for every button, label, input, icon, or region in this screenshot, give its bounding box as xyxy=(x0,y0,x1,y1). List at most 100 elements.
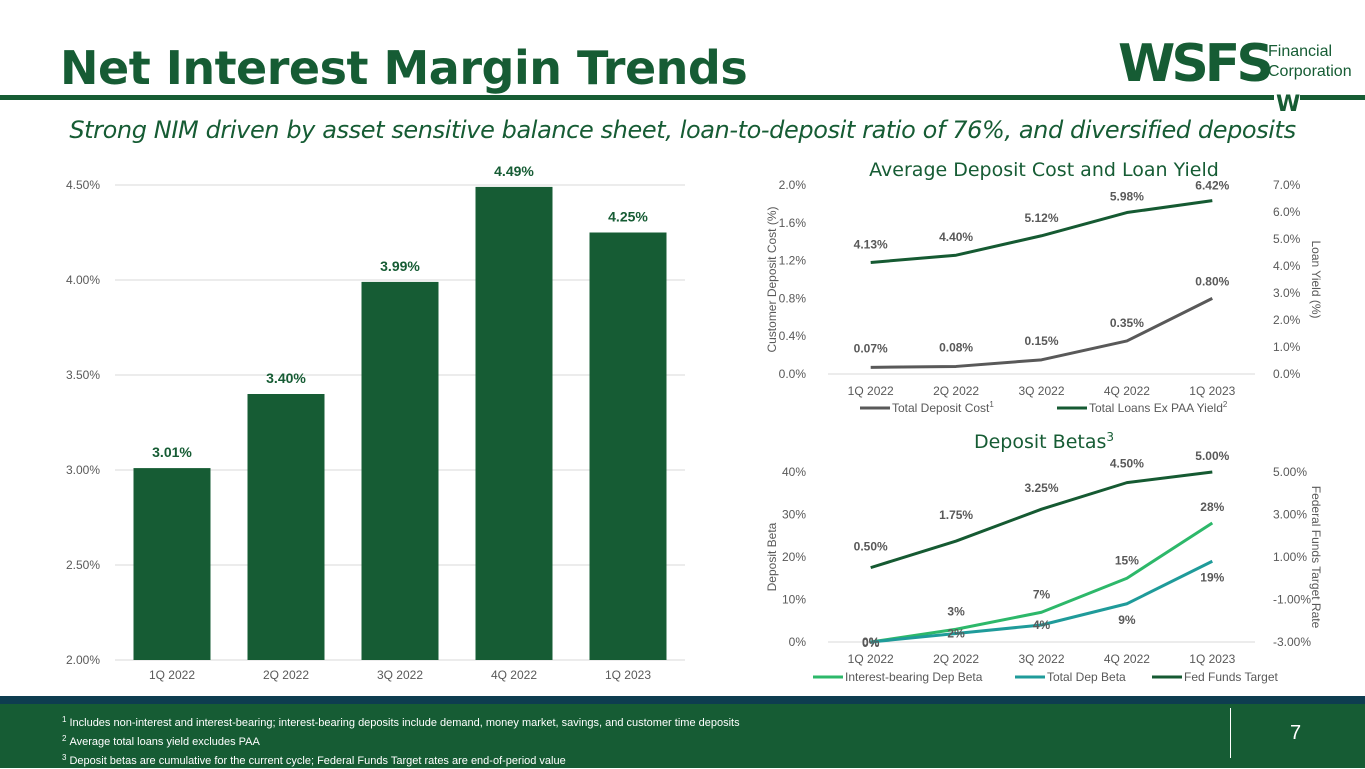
nim-x-tick: 1Q 2023 xyxy=(605,668,651,682)
cost-yield-series-1-line xyxy=(870,199,1213,264)
footnote-1: 1 Includes non-interest and interest-bear… xyxy=(62,715,740,729)
cost-yield-y2-tick: 0.0% xyxy=(1273,367,1301,381)
betas-series-1-line xyxy=(870,559,1213,644)
betas-x-tick: 4Q 2022 xyxy=(1104,652,1150,666)
nim-y-tick: 4.00% xyxy=(66,273,100,287)
cost-yield-x-tick: 1Q 2023 xyxy=(1189,384,1235,398)
betas-series-2-label: 3.25% xyxy=(1024,481,1058,495)
betas-title: Deposit Betas3 xyxy=(974,430,1114,453)
betas-x-tick: 1Q 2023 xyxy=(1189,652,1235,666)
cost-yield-y-tick: 2.0% xyxy=(779,178,807,192)
betas-series-1-label: 19% xyxy=(1200,570,1224,584)
nim-x-tick: 3Q 2022 xyxy=(377,668,423,682)
cost-yield-y-tick: 1.2% xyxy=(779,254,807,268)
betas-x-tick: 1Q 2022 xyxy=(848,652,894,666)
title-divider xyxy=(0,95,1365,100)
cost-yield-y2-axis-label: Loan Yield (%) xyxy=(1309,240,1323,318)
cost-yield-series-0-label: 0.35% xyxy=(1110,316,1144,330)
cost-yield-series-0-label: 0.07% xyxy=(854,341,888,355)
cost-yield-series-1-label: 6.42% xyxy=(1195,179,1229,193)
cost-yield-series-1-label: 5.98% xyxy=(1110,190,1144,204)
cost-yield-y2-tick: 1.0% xyxy=(1273,340,1301,354)
cost-yield-series-0-label: 0.80% xyxy=(1195,274,1229,288)
footer xyxy=(0,696,1365,768)
betas-series-2-label: 0.50% xyxy=(854,540,888,554)
betas-y2-tick: 3.00% xyxy=(1273,508,1307,522)
cost-yield-y-tick: 0.4% xyxy=(779,329,807,343)
page-title: Net Interest Margin Trends xyxy=(60,41,748,95)
nim-bar xyxy=(475,186,553,660)
betas-series-1-label: 0% xyxy=(862,635,880,649)
betas-series-2-line xyxy=(870,470,1213,570)
logo-wordmark: WSFS xyxy=(1118,34,1274,94)
nim-data-label: 4.49% xyxy=(494,163,534,179)
betas-series-0-label: 15% xyxy=(1115,553,1139,567)
betas-y2-tick: -1.00% xyxy=(1273,593,1311,607)
betas-x-tick: 2Q 2022 xyxy=(933,652,979,666)
footnote-3: 3 Deposit betas are cumulative for the cu… xyxy=(62,753,566,767)
cost-yield-title: Average Deposit Cost and Loan Yield xyxy=(869,159,1219,181)
nim-data-label: 4.25% xyxy=(608,209,648,225)
cost-yield-x-tick: 4Q 2022 xyxy=(1104,384,1150,398)
cost-yield-series-1-label: 4.13% xyxy=(854,237,888,251)
nim-data-label: 3.99% xyxy=(380,258,420,274)
cost-yield-y2-tick: 6.0% xyxy=(1273,205,1301,219)
betas-y-tick: 0% xyxy=(789,635,807,649)
nim-bar xyxy=(247,394,325,660)
charts-canvas: 2.00% 2.50% 3.00% 3.50% 4.00% 4.50% 3.01% 1Q 20… xyxy=(66,159,1323,684)
nim-y-tick: 3.50% xyxy=(66,368,100,382)
betas-y-axis-label: Deposit Beta xyxy=(765,522,779,591)
betas-y2-tick: 5.00% xyxy=(1273,465,1307,479)
cost-yield-x-tick: 3Q 2022 xyxy=(1018,384,1064,398)
betas-series-2-label: 4.50% xyxy=(1110,457,1144,471)
cost-yield-y-tick: 0.8% xyxy=(779,291,807,305)
cost-yield-legend-label: Total Loans Ex PAA Yield2 xyxy=(1089,400,1228,415)
betas-y-tick: 10% xyxy=(782,593,806,607)
cost-yield-series-1-label: 4.40% xyxy=(939,230,973,244)
company-logo: WSFS Financial Corporation W xyxy=(1118,34,1352,118)
betas-y2-tick: 1.00% xyxy=(1273,550,1307,564)
betas-series-0-label: 28% xyxy=(1200,500,1224,514)
cost-yield-x-tick: 2Q 2022 xyxy=(933,384,979,398)
betas-series-1-label: 9% xyxy=(1118,613,1136,627)
logo-w-mark: W xyxy=(1274,92,1300,117)
betas-y2-tick: -3.00% xyxy=(1273,635,1311,649)
cost-yield-legend-label: Total Deposit Cost1 xyxy=(892,400,994,415)
betas-series-2-label: 5.00% xyxy=(1195,449,1229,463)
betas-y-tick: 20% xyxy=(782,550,806,564)
nim-y-tick: 2.50% xyxy=(66,558,100,572)
cost-yield-y-axis-label: Customer Deposit Cost (%) xyxy=(765,206,779,352)
nim-y-tick: 2.00% xyxy=(66,653,100,667)
betas-legend-label: Fed Funds Target xyxy=(1184,670,1278,684)
cost-yield-y2-tick: 2.0% xyxy=(1273,313,1301,327)
betas-series-2-label: 1.75% xyxy=(939,508,973,522)
logo-line-2: Corporation xyxy=(1268,63,1352,80)
cost-yield-y2-tick: 4.0% xyxy=(1273,259,1301,273)
nim-x-tick: 2Q 2022 xyxy=(263,668,309,682)
nim-y-tick: 4.50% xyxy=(66,178,100,192)
cost-yield-y2-tick: 5.0% xyxy=(1273,232,1301,246)
nim-bar xyxy=(361,281,439,660)
footnote-2: 2 Average total loans yield excludes PAA xyxy=(62,734,260,748)
footer-band xyxy=(0,696,1365,704)
cost-yield-y2-tick: 7.0% xyxy=(1273,178,1301,192)
betas-series-0-line xyxy=(870,521,1214,644)
betas-y2-axis-label: Federal Funds Target Rate xyxy=(1309,486,1323,629)
nim-y-tick: 3.00% xyxy=(66,463,100,477)
page-number-divider xyxy=(1230,708,1231,758)
cost-yield-series-0-label: 0.08% xyxy=(939,340,973,354)
cost-yield-y-tick: 0.0% xyxy=(779,367,807,381)
betas-y-tick: 30% xyxy=(782,508,806,522)
betas-series-0-label: 7% xyxy=(1033,587,1051,601)
logo-subtext: Financial Corporation xyxy=(1268,42,1352,82)
nim-bar xyxy=(133,468,211,660)
betas-x-tick: 3Q 2022 xyxy=(1018,652,1064,666)
betas-series-0-label: 3% xyxy=(947,604,965,618)
nim-x-tick: 1Q 2022 xyxy=(149,668,195,682)
betas-series-1-label: 4% xyxy=(1033,618,1051,632)
betas-legend-label: Interest-bearing Dep Beta xyxy=(845,670,983,684)
cost-yield-x-tick: 1Q 2022 xyxy=(848,384,894,398)
betas-legend-label: Total Dep Beta xyxy=(1047,670,1126,684)
nim-bar xyxy=(589,232,667,660)
footnotes: 1 Includes non-interest and interest-bear… xyxy=(62,712,740,769)
